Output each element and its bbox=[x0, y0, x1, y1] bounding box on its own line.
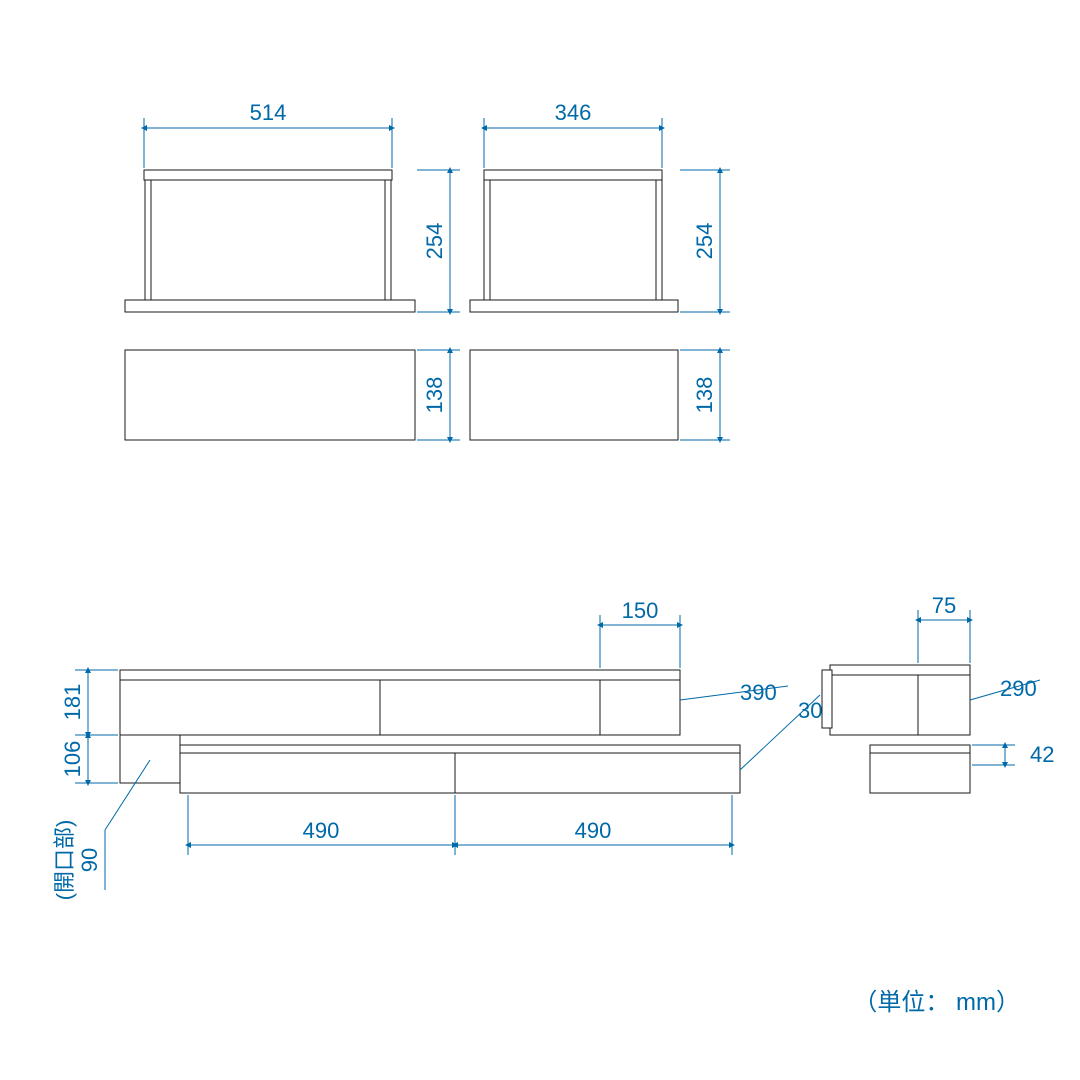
dim-label: 254 bbox=[422, 223, 447, 260]
dim-label: 90 bbox=[77, 848, 102, 872]
dim-label: 490 bbox=[575, 818, 612, 843]
mid-left-plan: 138 bbox=[125, 350, 460, 440]
dim-106: 106 bbox=[60, 735, 118, 783]
bottom-side-view: 75 290 42 bbox=[822, 593, 1054, 793]
bottom-front-view: 150 181 106 90 (開口部) 490 490 390 307 bbox=[52, 598, 835, 900]
dim-138-left: 138 bbox=[417, 350, 460, 440]
dim-label: 75 bbox=[932, 593, 956, 618]
dim-150: 150 bbox=[600, 598, 680, 668]
dim-346: 346 bbox=[484, 100, 662, 168]
dim-254-left: 254 bbox=[417, 170, 460, 312]
dim-label: 106 bbox=[60, 741, 85, 778]
dim-label: (開口部) bbox=[52, 820, 77, 901]
dim-label: 390 bbox=[740, 680, 777, 705]
dim-138-right: 138 bbox=[680, 350, 730, 440]
dim-42: 42 bbox=[972, 742, 1054, 767]
dim-290: 290 bbox=[970, 676, 1040, 701]
dim-label: 181 bbox=[60, 684, 85, 721]
dim-label: 490 bbox=[303, 818, 340, 843]
dim-490a: 490 490 bbox=[188, 795, 732, 855]
mid-right-plan: 138 bbox=[470, 350, 730, 440]
dim-label: 514 bbox=[250, 100, 287, 125]
dim-label: 138 bbox=[422, 377, 447, 414]
dim-label: 290 bbox=[1000, 676, 1037, 701]
dim-514: 514 bbox=[144, 100, 392, 168]
dim-label: 346 bbox=[555, 100, 592, 125]
top-left-elevation: 514 254 bbox=[125, 100, 460, 312]
unit-label: （単位： mm） bbox=[853, 989, 1020, 1016]
dim-label: 150 bbox=[622, 598, 659, 623]
dim-390: 390 bbox=[680, 680, 788, 705]
dim-label: 254 bbox=[692, 223, 717, 260]
dim-181: 181 bbox=[60, 670, 118, 735]
dim-307: 307 bbox=[740, 695, 835, 770]
dim-label: 42 bbox=[1030, 742, 1054, 767]
dim-75: 75 bbox=[918, 593, 970, 663]
dim-254-right: 254 bbox=[680, 170, 730, 312]
dim-label: 138 bbox=[692, 377, 717, 414]
top-right-elevation: 346 254 bbox=[470, 100, 730, 312]
